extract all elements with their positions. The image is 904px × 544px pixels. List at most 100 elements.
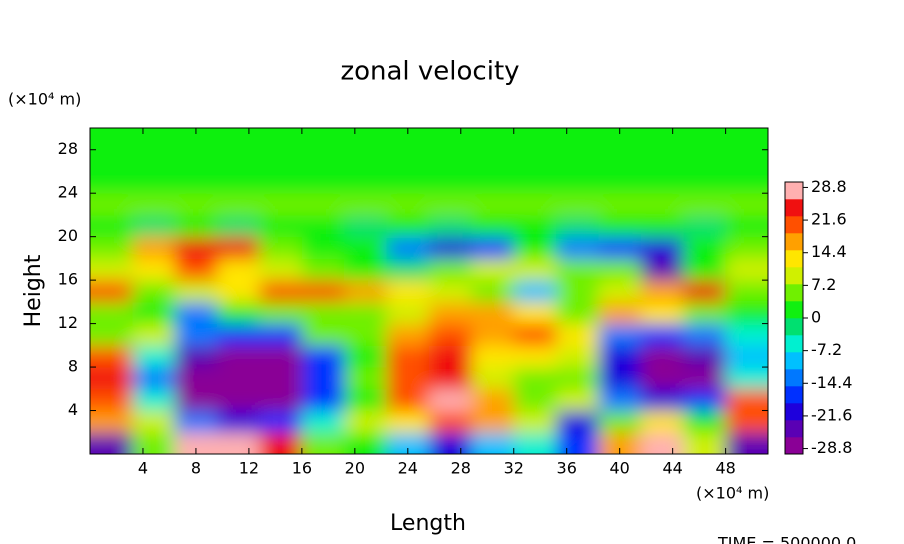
heatmap-cell — [259, 345, 303, 368]
heatmap-cell — [217, 149, 260, 172]
heatmap-cell — [386, 128, 430, 151]
heatmap-cell — [683, 367, 727, 390]
heatmap-cell — [640, 193, 684, 216]
heatmap-cell — [513, 280, 557, 303]
heatmap-cell — [344, 301, 388, 325]
colorbar-tick-label: 0 — [811, 308, 821, 327]
heatmap-cell — [640, 345, 684, 368]
heatmap-cell — [598, 301, 642, 325]
heatmap-cell — [301, 388, 345, 412]
heatmap-cell — [344, 280, 388, 303]
heatmap-cell — [259, 214, 303, 238]
colorbar-band — [785, 386, 803, 404]
heatmap-cell — [429, 149, 472, 172]
heatmap-cell — [217, 410, 260, 433]
heatmap-cell — [429, 323, 472, 346]
colorbar-tick-label: -28.8 — [811, 438, 852, 457]
heatmap-cell — [640, 128, 684, 151]
heatmap-cell — [344, 236, 388, 259]
heatmap-cell — [132, 236, 176, 259]
heatmap-cell — [471, 171, 515, 194]
heatmap-cell — [386, 280, 430, 303]
heatmap-cell — [556, 258, 599, 281]
heatmap-cell — [386, 323, 430, 346]
heatmap-cell — [513, 128, 557, 151]
heatmap-cell — [301, 301, 345, 325]
heatmap-cell — [132, 214, 176, 238]
heatmap-cell — [471, 214, 515, 238]
x-tick-label: 32 — [504, 459, 524, 478]
heatmap-cell — [429, 367, 472, 390]
heatmap-cell — [640, 388, 684, 412]
heatmap-cell — [556, 345, 599, 368]
x-tick-label: 36 — [557, 459, 577, 478]
heatmap-cell — [725, 214, 768, 238]
heatmap-cell — [217, 128, 260, 151]
colorbar-band — [785, 284, 803, 302]
heatmap-cell — [725, 301, 768, 325]
heatmap-cell — [386, 214, 430, 238]
heatmap-cell — [301, 258, 345, 281]
heatmap-cell — [725, 149, 768, 172]
heatmap-cell — [301, 367, 345, 390]
y-tick-label: 20 — [58, 226, 78, 245]
x-tick-label: 40 — [610, 459, 630, 478]
heatmap-cell — [174, 258, 218, 281]
heatmap-cell — [471, 258, 515, 281]
heatmap-cell — [640, 301, 684, 325]
x-tick-label: 16 — [292, 459, 312, 478]
heatmap-cell — [132, 367, 176, 390]
heatmap-cell — [598, 280, 642, 303]
heatmap-cell — [301, 432, 345, 454]
heatmap-cell — [429, 236, 472, 259]
heatmap-cell — [471, 301, 515, 325]
colorbar-band — [785, 216, 803, 234]
heatmap-cell — [683, 432, 727, 454]
heatmap-cell — [598, 171, 642, 194]
heatmap-cell — [174, 280, 218, 303]
heatmap-cell — [471, 323, 515, 346]
footer-text: TIME = 500000.0 — [717, 534, 856, 544]
heatmap-cell — [386, 171, 430, 194]
heatmap-cell — [217, 388, 260, 412]
heatmap-cell — [725, 171, 768, 194]
heatmap-cell — [259, 432, 303, 454]
heatmap-cell — [513, 410, 557, 433]
heatmap-cell — [429, 258, 472, 281]
heatmap-cell — [640, 323, 684, 346]
heatmap-cell — [429, 171, 472, 194]
heatmap-cell — [344, 149, 388, 172]
heatmap-cell — [259, 236, 303, 259]
heatmap-cell — [174, 301, 218, 325]
heatmap-cell — [259, 193, 303, 216]
heatmap-cell — [429, 128, 472, 151]
x-tick-label: 24 — [398, 459, 418, 478]
heatmap-cell — [683, 345, 727, 368]
colorbar-band — [785, 420, 803, 438]
colorbar-band — [785, 199, 803, 217]
heatmap-cell — [259, 410, 303, 433]
heatmap-cell — [683, 236, 727, 259]
heatmap-cell — [513, 149, 557, 172]
heatmap-cell — [429, 214, 472, 238]
heatmap-cell — [683, 149, 727, 172]
heatmap-cell — [471, 410, 515, 433]
heatmap-cell — [90, 149, 133, 172]
heatmap-cell — [556, 388, 599, 412]
heatmap-cell — [301, 345, 345, 368]
colorbar-tick-label: -7.2 — [811, 340, 842, 359]
colorbar-band — [785, 335, 803, 353]
heatmap-cell — [556, 367, 599, 390]
heatmap-cell — [90, 193, 133, 216]
colorbar-band — [785, 403, 803, 421]
y-axis-label: Height — [21, 254, 46, 327]
heatmap-cell — [217, 345, 260, 368]
heatmap-cell — [725, 236, 768, 259]
heatmap-cell — [556, 236, 599, 259]
heatmap-cell — [90, 432, 133, 454]
heatmap-cell — [217, 193, 260, 216]
heatmap-cell — [725, 128, 768, 151]
y-tick-label: 8 — [68, 357, 78, 376]
heatmap-cell — [598, 410, 642, 433]
heatmap-cell — [174, 171, 218, 194]
